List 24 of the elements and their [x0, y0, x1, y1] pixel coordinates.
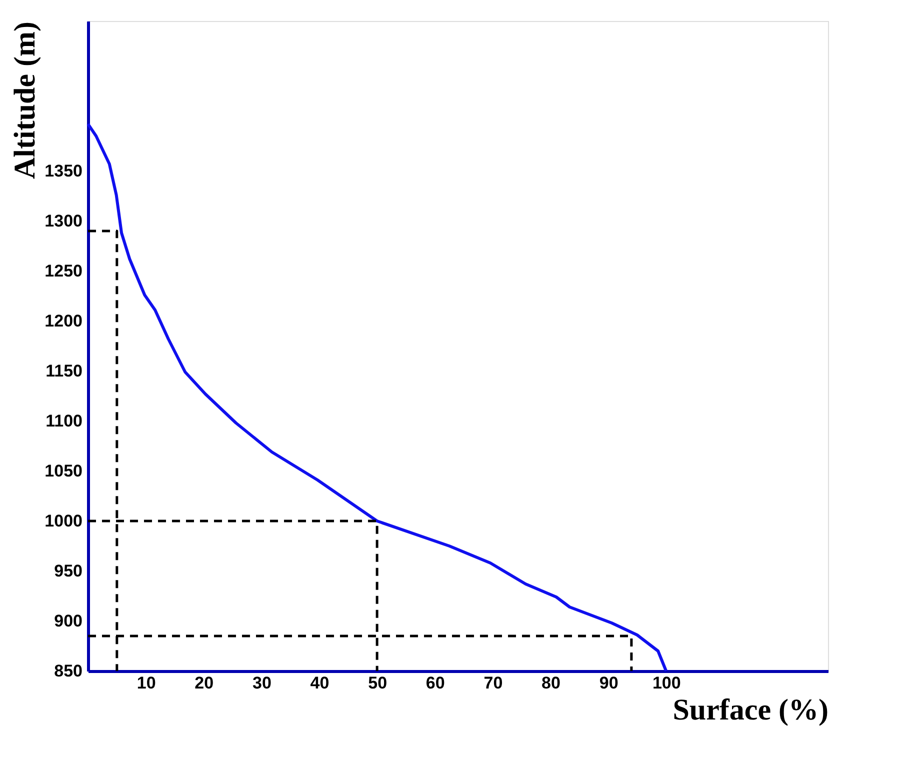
x-tick-label: 40	[310, 674, 330, 692]
y-tick-label: 850	[54, 662, 82, 680]
x-tick-label: 90	[599, 674, 618, 692]
y-tick-label: 1000	[44, 512, 82, 530]
y-tick-label: 1100	[46, 412, 82, 430]
x-tick-label: 100	[652, 674, 681, 692]
y-tick-label: 1300	[44, 212, 82, 230]
y-axis-title: Altitude (m)	[8, 22, 42, 179]
y-tick-label: 950	[54, 562, 82, 580]
x-tick-label: 70	[484, 674, 503, 692]
y-tick-label: 1350	[44, 162, 82, 180]
y-tick-label: 900	[54, 612, 82, 630]
y-tick-label: 1150	[46, 362, 82, 380]
x-tick-label: 20	[194, 674, 214, 692]
y-tick-label: 1200	[44, 312, 82, 330]
x-axis-title: Surface (%)	[672, 694, 828, 726]
line-series	[86, 122, 668, 672]
x-tick-label: 60	[426, 674, 445, 692]
y-tick-label: 1050	[44, 462, 82, 480]
x-tick-label: 50	[368, 674, 388, 692]
x-tick-label: 30	[252, 674, 272, 692]
y-tick-label: 1250	[44, 262, 82, 280]
x-tick-label: 80	[542, 674, 560, 692]
x-tick-label: 10	[136, 674, 156, 692]
